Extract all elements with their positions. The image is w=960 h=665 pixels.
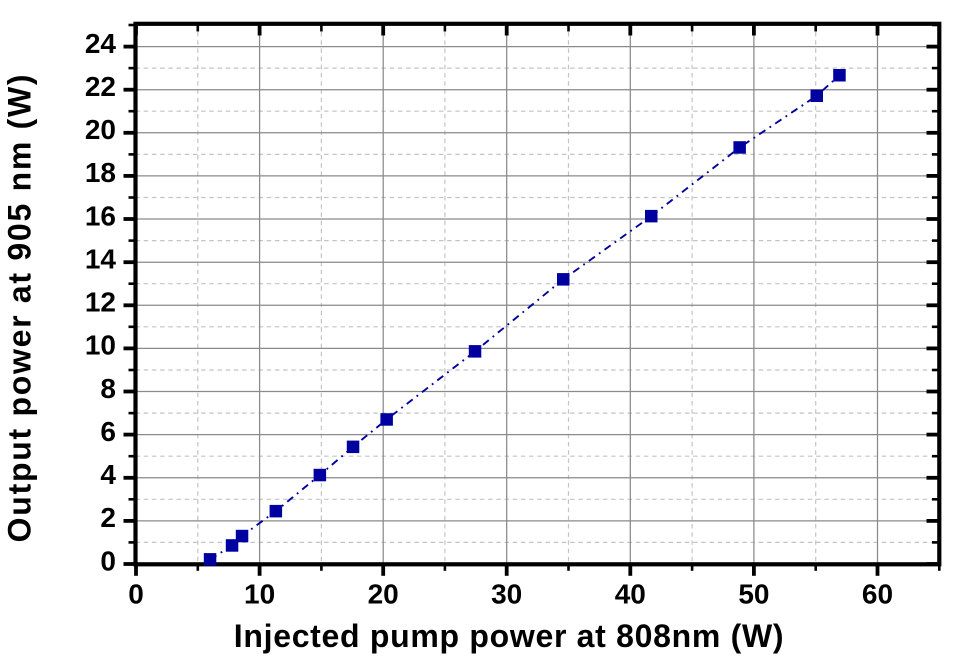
svg-text:6: 6: [100, 416, 116, 447]
svg-text:16: 16: [85, 200, 116, 231]
svg-text:24: 24: [85, 28, 117, 59]
svg-text:12: 12: [85, 287, 116, 318]
svg-text:10: 10: [85, 330, 116, 361]
svg-text:4: 4: [100, 459, 116, 490]
svg-text:0: 0: [100, 545, 116, 576]
svg-text:Output power at 905 nm (W): Output power at 905 nm (W): [2, 73, 38, 543]
svg-text:40: 40: [615, 579, 646, 610]
svg-text:14: 14: [85, 244, 117, 275]
svg-text:0: 0: [128, 579, 144, 610]
svg-text:60: 60: [862, 579, 893, 610]
svg-text:8: 8: [100, 373, 116, 404]
svg-text:30: 30: [491, 579, 522, 610]
svg-text:50: 50: [738, 579, 769, 610]
svg-text:18: 18: [85, 157, 116, 188]
svg-text:20: 20: [85, 114, 116, 145]
svg-text:22: 22: [85, 71, 116, 102]
svg-text:10: 10: [244, 579, 275, 610]
svg-text:2: 2: [100, 502, 116, 533]
svg-text:20: 20: [368, 579, 399, 610]
svg-text:Injected pump power at 808nm (: Injected pump power at 808nm (W): [234, 618, 784, 654]
